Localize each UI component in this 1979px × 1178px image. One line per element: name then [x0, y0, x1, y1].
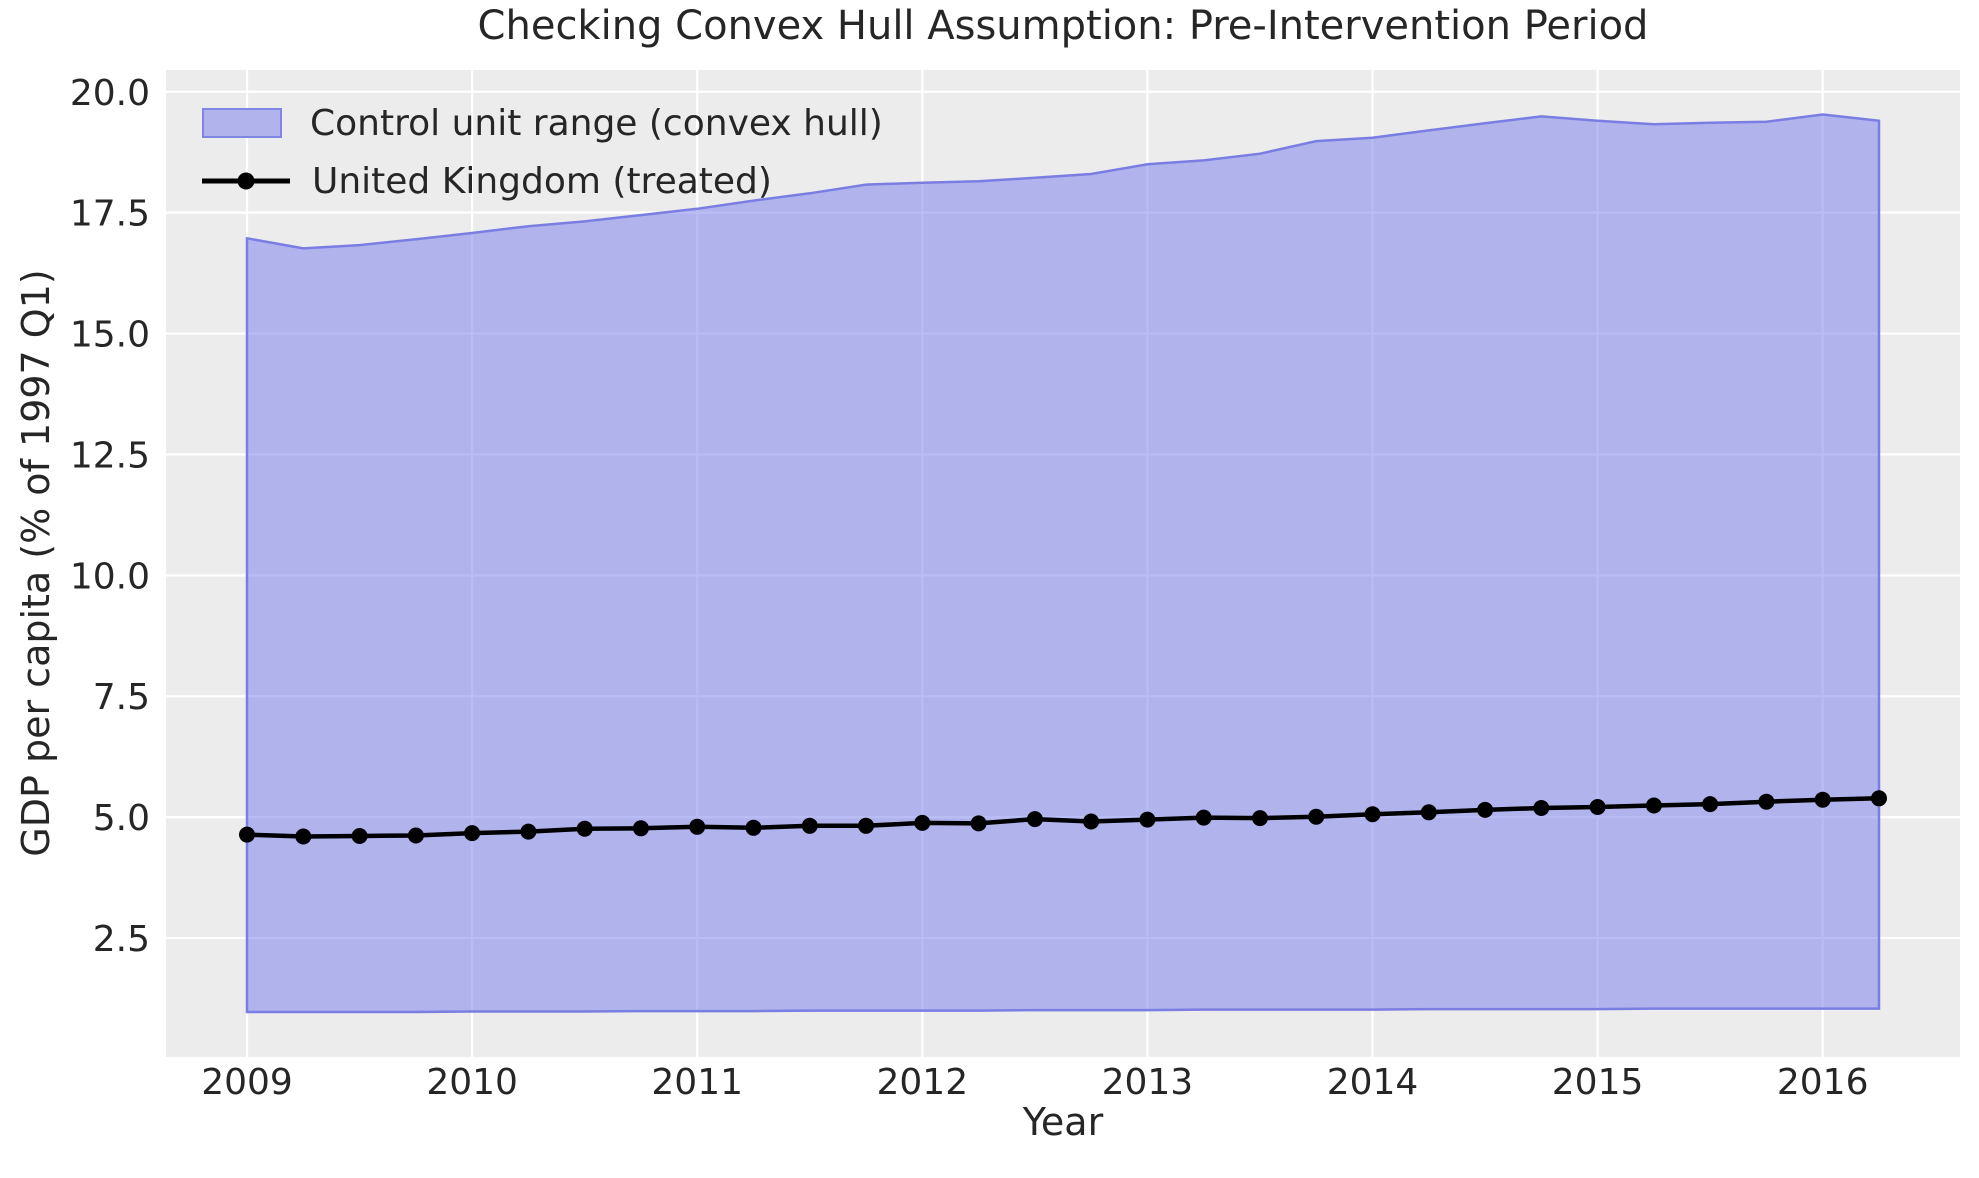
y-tick-label: 15.0 [70, 315, 150, 356]
x-tick-label: 2016 [1777, 1062, 1869, 1103]
y-tick-label: 12.5 [70, 435, 150, 476]
uk-line-marker-sample [202, 172, 290, 190]
y-tick-label: 5.0 [93, 798, 150, 839]
x-tick-label: 2010 [426, 1062, 518, 1103]
uk-marker [1702, 796, 1719, 813]
y-tick-label: 17.5 [70, 194, 150, 235]
x-axis-label: Year [1022, 1100, 1104, 1144]
uk-marker [1364, 806, 1381, 823]
y-tick-label: 7.5 [93, 677, 150, 718]
legend-item-hull: Control unit range (convex hull) [202, 94, 883, 152]
uk-marker [1533, 800, 1550, 816]
uk-marker [295, 828, 312, 845]
x-tick-label: 2009 [201, 1062, 293, 1103]
uk-marker [464, 825, 481, 842]
x-tick-label: 2014 [1327, 1062, 1419, 1103]
legend-label-uk: United Kingdom (treated) [312, 160, 772, 202]
legend-label-hull: Control unit range (convex hull) [310, 102, 883, 144]
y-axis-label: GDP per capita (% of 1997 Q1) [14, 269, 58, 857]
uk-marker [239, 826, 255, 843]
y-tick-label: 10.0 [70, 556, 150, 597]
uk-marker [351, 828, 368, 844]
uk-marker [1308, 808, 1325, 825]
uk-marker [1758, 793, 1775, 810]
hull-swatch [202, 108, 282, 138]
uk-marker [1477, 801, 1494, 818]
uk-marker [1589, 799, 1606, 815]
uk-marker [407, 827, 424, 844]
uk-marker [1871, 790, 1887, 807]
y-tick-label: 2.5 [93, 919, 150, 960]
uk-marker [745, 819, 762, 836]
uk-marker [801, 817, 818, 834]
uk-marker [576, 820, 593, 837]
uk-marker [858, 817, 874, 834]
uk-marker [1252, 810, 1268, 827]
legend: Control unit range (convex hull) United … [202, 94, 883, 210]
x-tick-label: 2011 [651, 1062, 743, 1103]
uk-marker [914, 814, 931, 831]
uk-marker [1083, 813, 1100, 830]
uk-marker [689, 818, 706, 835]
uk-marker [632, 820, 649, 837]
uk-marker [1139, 811, 1156, 828]
x-tick-label: 2015 [1552, 1062, 1644, 1103]
y-tick-label: 20.0 [70, 73, 150, 114]
chart-title: Checking Convex Hull Assumption: Pre-Int… [477, 3, 1649, 49]
legend-item-uk: United Kingdom (treated) [202, 152, 883, 210]
x-tick-label: 2012 [877, 1062, 969, 1103]
uk-marker [1026, 811, 1043, 828]
convex-hull-band [245, 113, 1881, 1014]
uk-line [246, 796, 1880, 839]
uk-marker [1814, 791, 1831, 808]
uk-marker [1420, 804, 1437, 821]
uk-marker [1645, 797, 1662, 814]
uk-marker [1195, 809, 1212, 826]
x-tick-label: 2013 [1102, 1062, 1194, 1103]
uk-marker [520, 823, 537, 840]
uk-marker [970, 815, 987, 832]
